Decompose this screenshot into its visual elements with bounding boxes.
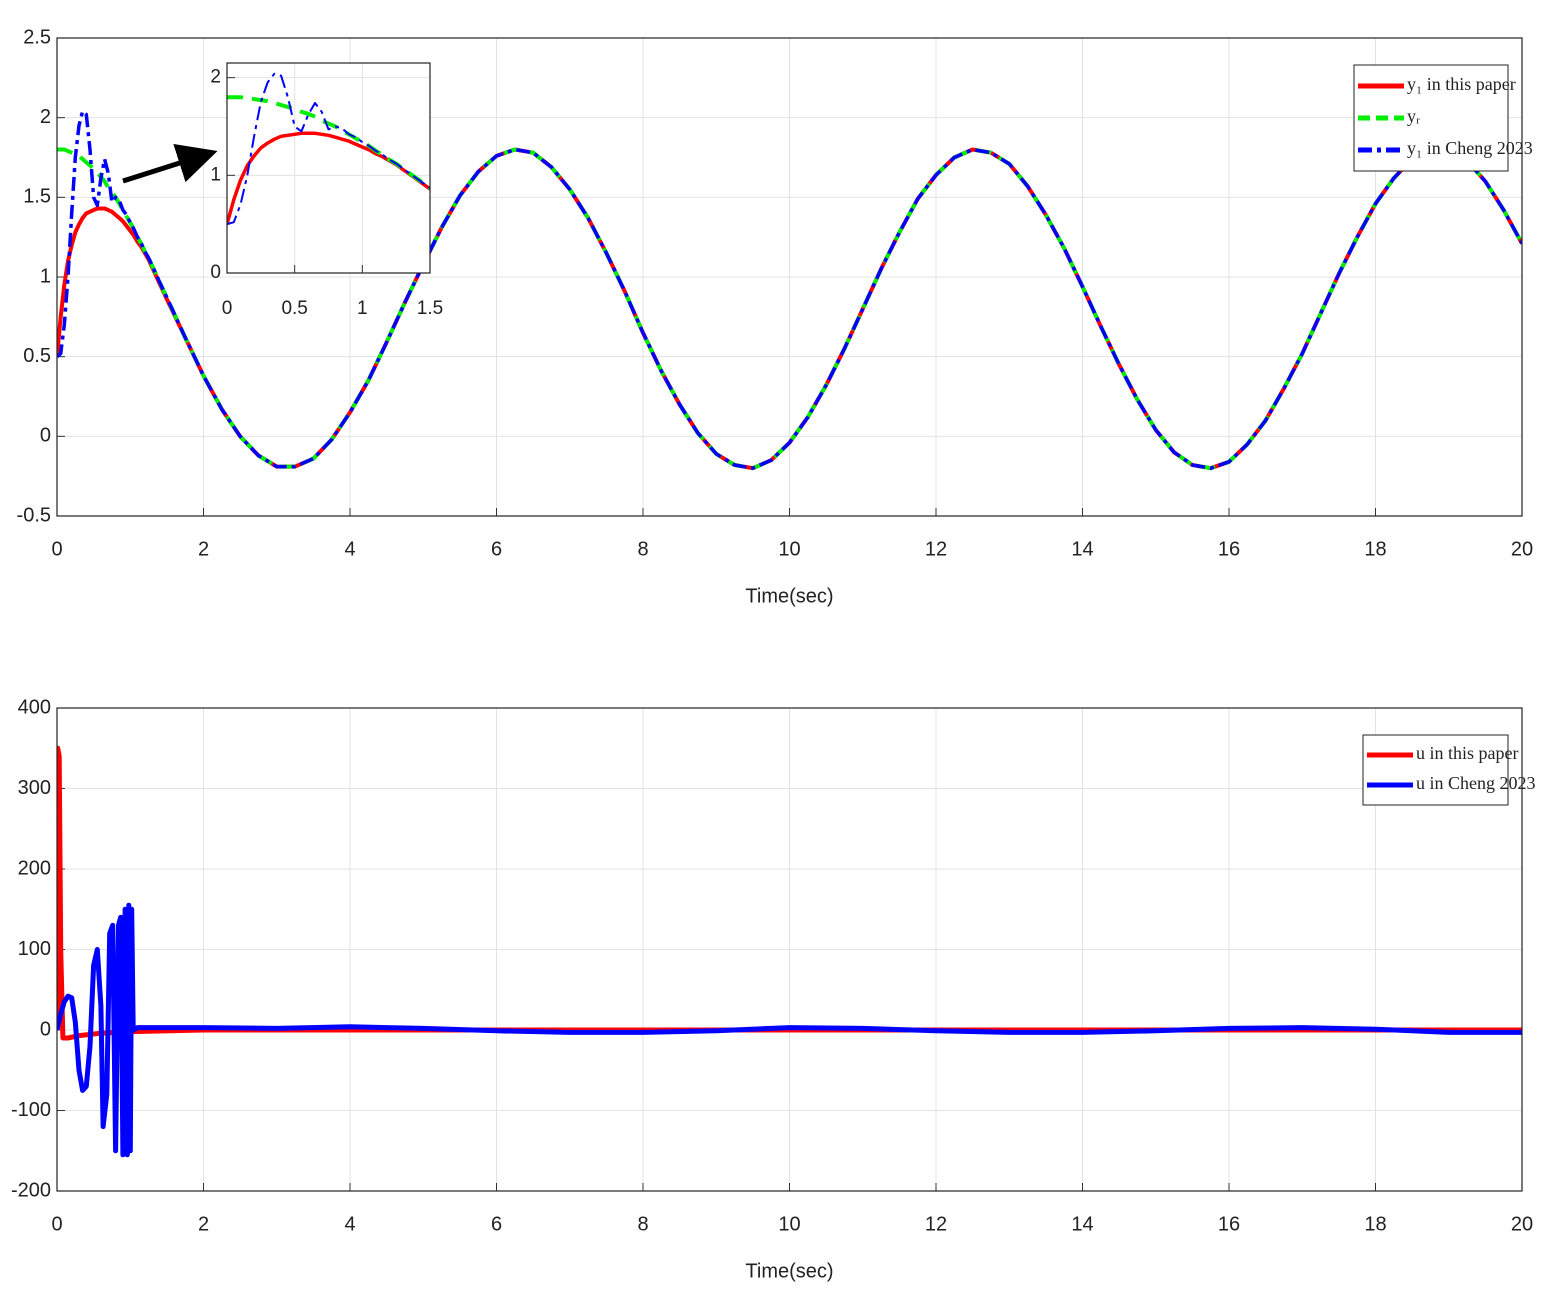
x-tick-label: 20 bbox=[1511, 538, 1533, 560]
series-line bbox=[57, 109, 1522, 470]
x-tick-label: 0.5 bbox=[281, 298, 307, 319]
x-tick-label: 16 bbox=[1218, 1213, 1240, 1235]
x-tick-label: 4 bbox=[344, 1213, 355, 1235]
x-tick-label: 4 bbox=[344, 538, 355, 560]
x-tick-label: 8 bbox=[637, 538, 648, 560]
legend-label: yᵣ bbox=[1407, 106, 1420, 126]
axes-frame bbox=[56, 707, 1523, 1192]
legend-label: y₁ in Cheng 2023 bbox=[1407, 138, 1533, 158]
y-tick-label: 2 bbox=[210, 67, 221, 88]
y-tick-label: -200 bbox=[11, 1179, 51, 1201]
y-tick-label: -100 bbox=[11, 1099, 51, 1121]
y-tick-label: -0.5 bbox=[17, 504, 51, 526]
x-tick-label: 0 bbox=[51, 538, 62, 560]
y-tick-label: 200 bbox=[18, 857, 51, 879]
x-tick-label: 12 bbox=[925, 1213, 947, 1235]
y-tick-label: 1 bbox=[40, 265, 51, 287]
y-tick-label: 2 bbox=[40, 106, 51, 128]
x-tick-label: 6 bbox=[491, 1213, 502, 1235]
legend-box bbox=[1362, 734, 1509, 806]
x-tick-label: 6 bbox=[491, 538, 502, 560]
y-tick-label: 0 bbox=[40, 425, 51, 447]
x-tick-label: 10 bbox=[778, 538, 800, 560]
x-tick-label: 0 bbox=[51, 1213, 62, 1235]
y-tick-label: 300 bbox=[18, 777, 51, 799]
y-tick-label: 1 bbox=[210, 164, 221, 185]
x-tick-label: 18 bbox=[1364, 1213, 1386, 1235]
x-tick-label: 2 bbox=[198, 1213, 209, 1235]
y-tick-label: 0 bbox=[40, 1018, 51, 1040]
x-tick-label: 14 bbox=[1071, 1213, 1093, 1235]
x-tick-label: 20 bbox=[1511, 1213, 1533, 1235]
x-tick-label: 2 bbox=[198, 538, 209, 560]
y-tick-label: 1.5 bbox=[23, 186, 51, 208]
y-tick-label: 0.5 bbox=[23, 345, 51, 367]
legend-label: u in Cheng 2023 bbox=[1416, 773, 1536, 793]
legend-label: y₁ in this paper bbox=[1407, 74, 1516, 94]
lines bbox=[57, 109, 1522, 471]
series-line bbox=[227, 131, 430, 225]
x-tick-label: 0 bbox=[222, 298, 233, 319]
axes-frame bbox=[226, 62, 431, 274]
x-axis-label: Time(sec) bbox=[745, 585, 833, 607]
x-tick-label: 18 bbox=[1364, 538, 1386, 560]
x-axis-label: Time(sec) bbox=[745, 1260, 833, 1282]
x-tick-label: 10 bbox=[778, 1213, 800, 1235]
series-line bbox=[227, 72, 430, 226]
y-tick-label: 400 bbox=[18, 696, 51, 718]
x-tick-label: 1 bbox=[357, 298, 368, 319]
x-tick-label: 12 bbox=[925, 538, 947, 560]
plot-area bbox=[227, 63, 430, 273]
zoom-arrow bbox=[122, 144, 218, 184]
x-tick-label: 16 bbox=[1218, 538, 1240, 560]
lines bbox=[57, 745, 1522, 1158]
y-tick-label: 0 bbox=[210, 262, 221, 283]
series-line bbox=[57, 902, 1522, 1158]
x-tick-label: 14 bbox=[1071, 538, 1093, 560]
y-tick-label: 100 bbox=[18, 938, 51, 960]
axes-frame bbox=[56, 37, 1523, 517]
legend-label: u in this paper bbox=[1416, 743, 1518, 763]
x-tick-label: 1.5 bbox=[417, 298, 443, 319]
x-tick-label: 8 bbox=[637, 1213, 648, 1235]
lines bbox=[227, 72, 430, 226]
y-tick-label: 2.5 bbox=[23, 26, 51, 48]
